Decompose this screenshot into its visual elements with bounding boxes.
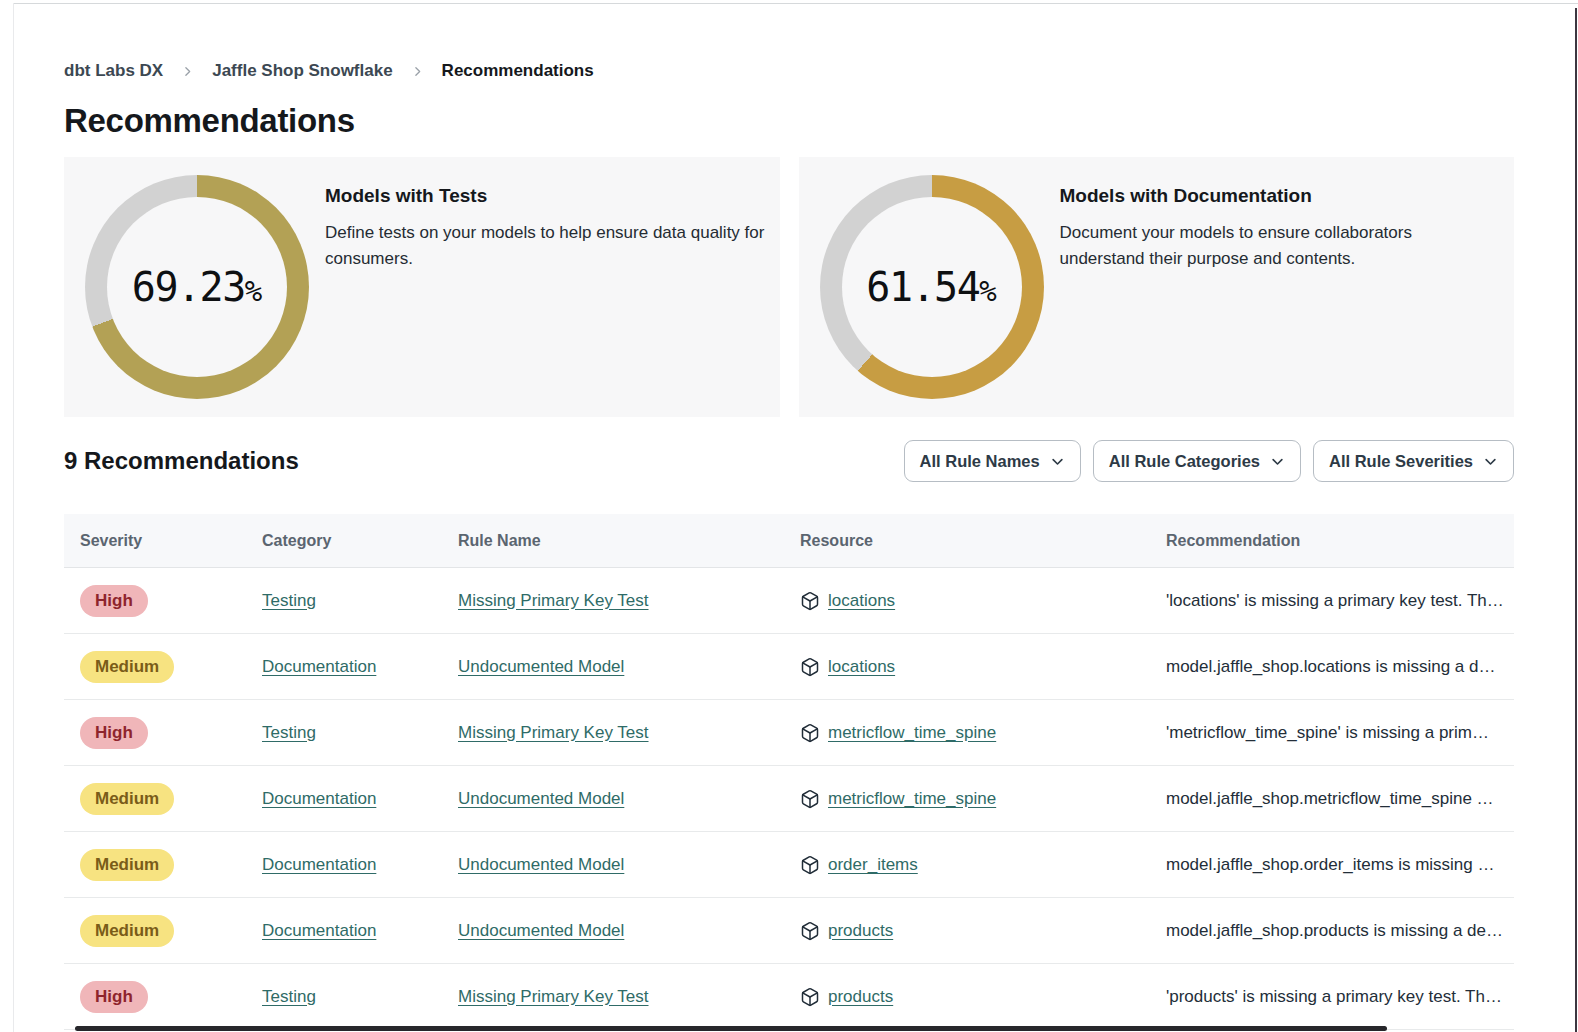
resource-link[interactable]: locations [828,657,895,677]
severity-badge: Medium [80,915,174,947]
card-description: Document your models to ensure collabora… [1060,220,1515,272]
resource-link[interactable]: locations [828,591,895,611]
category-link[interactable]: Testing [262,723,316,742]
rule-name-link[interactable]: Undocumented Model [458,855,624,874]
tests-coverage-donut-chart: 69.23% [85,175,309,399]
table-row: Medium Documentation Undocumented Model … [64,898,1514,964]
category-link[interactable]: Testing [262,591,316,610]
breadcrumb: dbt Labs DX Jaffle Shop Snowflake Recomm… [64,61,1514,81]
donut-hole: 69.23% [107,197,287,377]
cube-icon [800,855,820,875]
column-header-category: Category [262,532,458,550]
recommendations-table: Severity Category Rule Name Resource Rec… [64,514,1514,1030]
rule-name-link[interactable]: Undocumented Model [458,789,624,808]
breadcrumb-item-project[interactable]: Jaffle Shop Snowflake [212,61,392,81]
recommendation-text: model.jaffle_shop.locations is missing a… [1166,657,1514,677]
rule-categories-filter-dropdown[interactable]: All Rule Categories [1093,440,1301,482]
models-with-documentation-card: 61.54% Models with Documentation Documen… [799,157,1515,417]
filter-label: All Rule Names [920,452,1040,471]
column-header-severity: Severity [80,532,262,550]
category-link[interactable]: Documentation [262,921,376,940]
chevron-down-icon [1270,454,1285,469]
resource-link[interactable]: metricflow_time_spine [828,789,996,809]
table-row: Medium Documentation Undocumented Model … [64,832,1514,898]
filters: All Rule Names All Rule Categories All R… [904,440,1514,482]
rule-names-filter-dropdown[interactable]: All Rule Names [904,440,1081,482]
category-link[interactable]: Documentation [262,657,376,676]
table-row: High Testing Missing Primary Key Test me… [64,700,1514,766]
table-row: Medium Documentation Undocumented Model … [64,634,1514,700]
window-left-border [13,3,14,1032]
card-title: Models with Tests [325,185,780,207]
table-row: High Testing Missing Primary Key Test lo… [64,568,1514,634]
summary-cards: 69.23% Models with Tests Define tests on… [64,157,1514,417]
card-title: Models with Documentation [1060,185,1515,207]
horizontal-scrollbar[interactable] [75,1026,1387,1031]
table-row: High Testing Missing Primary Key Test pr… [64,964,1514,1030]
chevron-right-icon [411,65,424,78]
models-with-tests-card: 69.23% Models with Tests Define tests on… [64,157,780,417]
column-header-resource: Resource [800,532,1166,550]
documentation-coverage-percent: 61.54% [866,264,996,310]
recommendation-text: model.jaffle_shop.products is missing a … [1166,921,1514,941]
severity-badge: Medium [80,849,174,881]
window-right-border [1575,8,1577,1032]
recommendation-text: model.jaffle_shop.order_items is missing… [1166,855,1514,875]
recommendations-count-heading: 9 Recommendations [64,447,299,475]
recommendation-text: model.jaffle_shop.metricflow_time_spine … [1166,789,1514,809]
recommendation-text: 'locations' is missing a primary key tes… [1166,591,1514,611]
tests-coverage-percent: 69.23% [132,264,262,310]
rule-name-link[interactable]: Missing Primary Key Test [458,987,649,1006]
rule-name-link[interactable]: Undocumented Model [458,921,624,940]
rule-name-link[interactable]: Missing Primary Key Test [458,723,649,742]
recommendation-text: 'metricflow_time_spine' is missing a pri… [1166,723,1514,743]
cube-icon [800,789,820,809]
filter-label: All Rule Categories [1109,452,1260,471]
resource-link[interactable]: products [828,921,893,941]
severity-badge: High [80,981,148,1013]
filter-label: All Rule Severities [1329,452,1473,471]
table-body: High Testing Missing Primary Key Test lo… [64,568,1514,1030]
breadcrumb-item-dbt-labs-dx[interactable]: dbt Labs DX [64,61,163,81]
cube-icon [800,987,820,1007]
category-link[interactable]: Documentation [262,855,376,874]
cube-icon [800,657,820,677]
severity-badge: High [80,585,148,617]
documentation-coverage-donut-chart: 61.54% [820,175,1044,399]
cube-icon [800,723,820,743]
main-content: dbt Labs DX Jaffle Shop Snowflake Recomm… [64,0,1514,1030]
column-header-recommendation: Recommendation [1166,532,1514,550]
severity-badge: Medium [80,651,174,683]
column-header-rule-name: Rule Name [458,532,800,550]
donut-hole: 61.54% [842,197,1022,377]
chevron-down-icon [1483,454,1498,469]
chevron-down-icon [1050,454,1065,469]
chevron-right-icon [181,65,194,78]
severity-badge: Medium [80,783,174,815]
category-link[interactable]: Testing [262,987,316,1006]
resource-link[interactable]: products [828,987,893,1007]
rule-severities-filter-dropdown[interactable]: All Rule Severities [1313,440,1514,482]
resource-link[interactable]: metricflow_time_spine [828,723,996,743]
resource-link[interactable]: order_items [828,855,918,875]
breadcrumb-item-recommendations: Recommendations [442,61,594,81]
cube-icon [800,591,820,611]
cube-icon [800,921,820,941]
table-header-row: Severity Category Rule Name Resource Rec… [64,514,1514,568]
category-link[interactable]: Documentation [262,789,376,808]
rule-name-link[interactable]: Undocumented Model [458,657,624,676]
recommendation-text: 'products' is missing a primary key test… [1166,987,1514,1007]
rule-name-link[interactable]: Missing Primary Key Test [458,591,649,610]
table-row: Medium Documentation Undocumented Model … [64,766,1514,832]
page-title: Recommendations [64,102,1514,140]
card-description: Define tests on your models to help ensu… [325,220,780,272]
severity-badge: High [80,717,148,749]
